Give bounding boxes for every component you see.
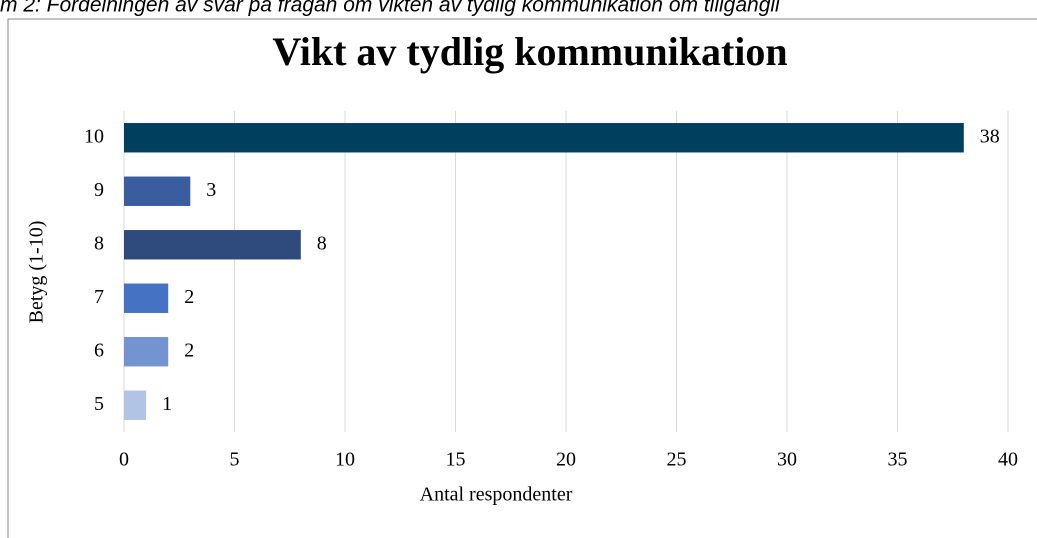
data-label: 3 [206,179,216,201]
y-tick-label: 7 [94,286,104,308]
x-tick-label: 5 [230,449,240,471]
x-tick-label: 30 [777,449,797,471]
bar [124,337,169,367]
y-tick-label: 9 [94,179,104,201]
x-tick-label: 0 [119,449,129,471]
data-label: 8 [317,232,327,254]
x-tick-label: 10 [335,449,355,471]
bar [124,390,147,420]
data-label: 1 [162,393,172,415]
x-tick-label: 25 [667,449,687,471]
x-tick-label: 15 [446,449,466,471]
y-axis-label: Betyg (1-10) [26,221,48,324]
data-label: 2 [184,286,194,308]
bar [124,230,301,260]
x-axis-label: Antal respondenter [420,484,573,506]
y-tick-label: 10 [84,125,104,147]
bar [124,123,964,153]
chart-border [7,18,1037,538]
chart-title: Vikt av tydlig kommunikation [272,29,787,74]
x-tick-label: 35 [888,449,908,471]
y-tick-label: 5 [94,393,104,415]
data-label: 2 [184,339,194,361]
y-tick-label: 6 [94,339,104,361]
caption: m 2: Fördelningen av svar på frågan om v… [0,0,781,17]
bar [124,176,191,206]
data-label: 38 [980,125,1000,147]
x-tick-label: 40 [998,449,1018,471]
y-tick-label: 8 [94,232,104,254]
x-tick-label: 20 [556,449,576,471]
bar [124,283,169,313]
